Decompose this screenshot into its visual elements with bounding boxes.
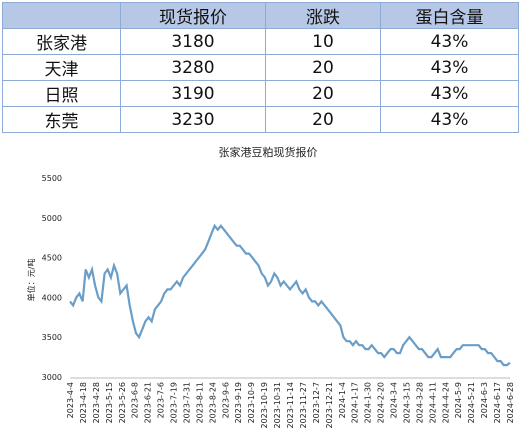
x-tick-label: 2023-4-28 xyxy=(92,382,101,423)
header-protein: 蛋白含量 xyxy=(380,2,519,29)
x-tick-label: 2023-11-27 xyxy=(299,382,308,429)
x-tick-label: 2024-5-9 xyxy=(454,382,463,418)
cell-region: 天津 xyxy=(2,54,121,81)
cell-region: 东莞 xyxy=(2,106,121,133)
cell-protein: 43% xyxy=(380,106,519,133)
x-tick-label: 2024-6-17 xyxy=(493,382,502,423)
x-tick-label: 2024-6-28 xyxy=(506,382,515,423)
y-axis-ticks: 3000 3500 4000 4500 5000 5500 xyxy=(42,174,62,382)
x-axis-ticks: 2023-4-4 2023-4-18 2023-4-28 2023-5-15 2023-… xyxy=(66,382,515,429)
x-tick-label: 2023-7-6 xyxy=(157,382,166,418)
x-tick-label: 2023-5-26 xyxy=(118,382,127,423)
chart-title: 张家港豆粕现货报价 xyxy=(219,145,318,159)
table-row: 天津 3280 20 43% xyxy=(2,54,519,81)
x-tick-label: 2023-10-19 xyxy=(260,382,269,429)
table-row: 日照 3190 20 43% xyxy=(2,80,519,107)
x-tick-label: 2023-11-14 xyxy=(286,382,295,429)
x-tick-label: 2023-5-15 xyxy=(105,382,114,423)
y-tick-label: 3500 xyxy=(42,333,62,342)
x-tick-label: 2023-9-19 xyxy=(234,382,243,423)
x-tick-label: 2023-10-31 xyxy=(273,382,282,429)
cell-protein: 43% xyxy=(380,80,519,107)
x-tick-label: 2023-7-19 xyxy=(170,382,179,423)
x-tick-label: 2024-1-4 xyxy=(338,382,347,418)
y-tick-label: 4500 xyxy=(42,254,62,263)
cell-price: 3190 xyxy=(120,80,266,107)
y-tick-label: 3000 xyxy=(42,373,62,382)
x-tick-label: 2024-4-24 xyxy=(441,382,450,423)
y-tick-label: 5000 xyxy=(42,214,62,223)
cell-change: 20 xyxy=(265,106,381,133)
header-region xyxy=(2,2,121,29)
y-tick-label: 5500 xyxy=(42,174,62,183)
y-tick-label: 4000 xyxy=(42,293,62,302)
x-tick-label: 2023-12-7 xyxy=(312,382,321,423)
x-tick-label: 2024-5-21 xyxy=(467,382,476,423)
x-tick-label: 2024-3-15 xyxy=(402,382,411,423)
table-row: 张家港 3180 10 43% xyxy=(2,28,519,55)
x-tick-label: 2024-1-17 xyxy=(351,382,360,423)
cell-protein: 43% xyxy=(380,28,519,55)
x-tick-label: 2024-6-3 xyxy=(480,382,489,418)
x-tick-label: 2023-4-18 xyxy=(79,382,88,423)
x-tick-label: 2024-4-11 xyxy=(428,382,437,423)
header-change: 涨跌 xyxy=(265,2,381,29)
x-tick-label: 2023-10-9 xyxy=(247,382,256,423)
cell-price: 3280 xyxy=(120,54,266,81)
x-tick-label: 2023-6-21 xyxy=(144,382,153,423)
series-line xyxy=(69,223,511,367)
table-row: 东莞 3230 20 43% xyxy=(2,106,519,133)
price-table: 现货报价 涨跌 蛋白含量 张家港 3180 10 43% 天津 3280 20 … xyxy=(2,2,519,133)
x-tick-label: 2023-7-31 xyxy=(182,382,191,423)
x-tick-label: 2024-2-20 xyxy=(377,382,386,423)
x-tick-label: 2023-9-6 xyxy=(221,382,230,418)
x-tick-label: 2023-4-4 xyxy=(66,382,75,418)
y-axis-label: 单位：元/吨 xyxy=(26,259,36,302)
cell-price: 3230 xyxy=(120,106,266,133)
x-tick-label: 2023-8-24 xyxy=(208,382,217,423)
x-tick-label: 2024-1-30 xyxy=(364,382,373,423)
x-tick-label: 2023-8-11 xyxy=(195,382,204,423)
cell-region: 张家港 xyxy=(2,28,121,55)
x-tick-label: 2023-12-21 xyxy=(325,382,334,429)
x-tick-label: 2024-3-28 xyxy=(415,382,424,423)
x-tick-label: 2024-3-4 xyxy=(390,382,399,418)
x-tick-label: 2023-6-8 xyxy=(131,382,140,418)
